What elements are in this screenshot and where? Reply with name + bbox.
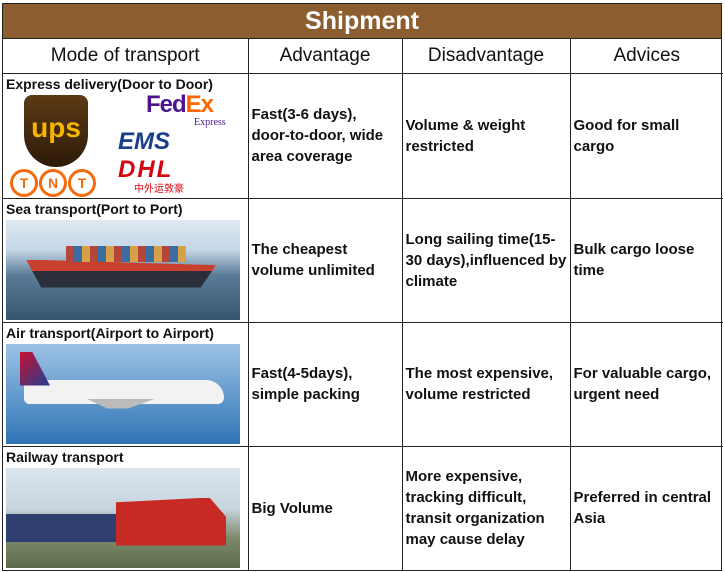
advice-cell: For valuable cargo, urgent need (569, 321, 723, 447)
advice-cell: Bulk cargo loose time (569, 197, 723, 323)
train-image (6, 467, 240, 568)
table-row: Sea transport(Port to Port) The cheapest… (3, 197, 723, 323)
fedex-logo-ex: Ex (185, 90, 214, 118)
fedex-logo-fed: Fed (146, 90, 187, 118)
advantage-cell: Big Volume (247, 445, 403, 570)
airplane-image (6, 343, 240, 444)
mode-cell: Express delivery(Door to Door) ups FedEx… (3, 72, 249, 199)
shipment-table-container: Shipment Mode of transport Advantage Dis… (2, 3, 723, 571)
table-row: Express delivery(Door to Door) ups FedEx… (3, 72, 723, 199)
tnt-letter: N (39, 168, 67, 197)
mode-label: Sea transport(Port to Port) (6, 200, 183, 217)
table-row: Railway transport Big Volume More expens… (3, 445, 723, 570)
advice-cell: Good for small cargo (569, 72, 723, 199)
header-advices: Advices (569, 39, 723, 74)
container-ship-image (6, 219, 240, 320)
advantage-cell: Fast(3-6 days), door-to-door, wide area … (247, 72, 403, 199)
advantage-cell: Fast(4-5days), simple packing (247, 321, 403, 447)
ups-logo: ups (24, 94, 88, 167)
mode-label: Railway transport (6, 448, 124, 465)
advice-cell: Preferred in central Asia (569, 445, 723, 570)
disadvantage-cell: More expensive, tracking difficult, tran… (401, 445, 571, 570)
tnt-letter: T (10, 168, 38, 197)
dhl-logo: DHL (118, 155, 174, 183)
tnt-letter: T (68, 168, 96, 197)
advantage-cell: The cheapest volume unlimited (247, 197, 403, 323)
mode-cell: Air transport(Airport to Airport) (3, 321, 249, 447)
header-row: Mode of transport Advantage Disadvantage… (3, 39, 723, 74)
mode-label: Express delivery(Door to Door) (6, 75, 213, 92)
dhl-chinese-label: 中外运敦豪 (134, 183, 184, 195)
fedex-express-label: Express (194, 116, 226, 128)
header-disadvantage: Disadvantage (401, 39, 571, 74)
disadvantage-cell: Long sailing time(15-30 days),influenced… (401, 197, 571, 323)
mode-cell: Sea transport(Port to Port) (3, 197, 249, 323)
ems-logo: EMS (118, 127, 171, 155)
table-row: Air transport(Airport to Airport) Fast(4… (3, 321, 723, 447)
table-title: Shipment (3, 4, 721, 39)
disadvantage-cell: Volume & weight restricted (401, 72, 571, 199)
fedex-logo: FedEx (146, 90, 214, 118)
header-advantage: Advantage (247, 39, 403, 74)
mode-label: Air transport(Airport to Airport) (6, 324, 214, 341)
shipment-table: Mode of transport Advantage Disadvantage… (3, 39, 723, 570)
mode-cell: Railway transport (3, 445, 249, 570)
header-mode: Mode of transport (3, 39, 249, 74)
disadvantage-cell: The most expensive, volume restricted (401, 321, 571, 447)
